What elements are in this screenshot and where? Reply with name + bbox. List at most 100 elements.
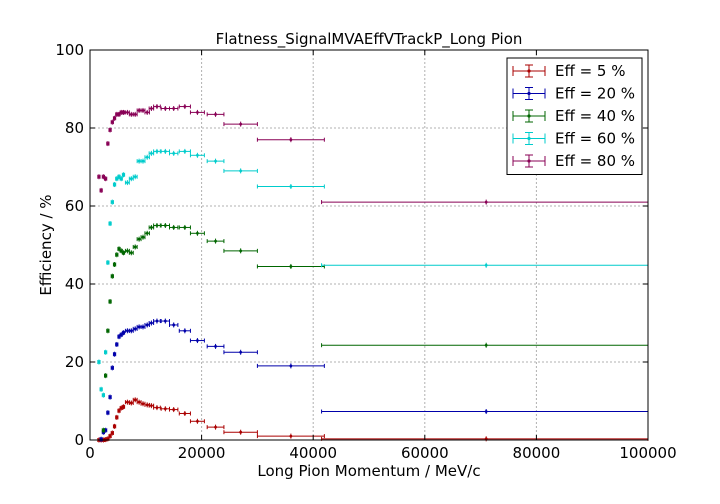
marker: [149, 404, 153, 408]
marker: [108, 434, 112, 438]
marker: [133, 245, 137, 249]
data-point: [136, 107, 142, 113]
marker: [99, 189, 103, 192]
marker: [149, 107, 153, 110]
data-point: [153, 318, 161, 324]
marker: [172, 226, 176, 229]
data-point: [169, 150, 179, 156]
data-point: [121, 250, 126, 256]
marker: [149, 321, 153, 325]
marker: [196, 153, 199, 157]
data-point: [128, 328, 134, 334]
legend-label: Eff = 20 %: [555, 85, 635, 103]
marker: [484, 343, 488, 347]
data-point: [106, 260, 110, 266]
data-point: [223, 349, 258, 355]
data-point: [108, 127, 112, 133]
marker: [101, 393, 105, 397]
data-point: [206, 111, 225, 117]
axis-ticks: 0 20000 40000 60000 80000 100000 0 20 40 60 80 100: [55, 41, 676, 462]
data-point: [321, 342, 649, 348]
marker: [289, 364, 293, 368]
marker: [110, 120, 114, 124]
marker: [104, 177, 108, 181]
x-axis-title: Long Pion Momentum / MeV/c: [257, 462, 480, 480]
data-point: [206, 158, 225, 164]
marker: [239, 122, 243, 126]
marker: [196, 111, 199, 114]
data-point: [119, 176, 123, 182]
marker: [239, 430, 243, 434]
marker: [122, 173, 125, 177]
marker: [113, 183, 116, 186]
legend: Eff = 5 % Eff = 20 % Eff = 40 % Eff = 60 % E…: [506, 57, 643, 175]
marker: [110, 431, 114, 435]
marker: [129, 112, 133, 116]
data-series: [97, 104, 649, 443]
marker: [145, 231, 149, 235]
marker: [141, 402, 145, 406]
data-point: [124, 180, 130, 186]
marker: [129, 401, 133, 405]
marker: [129, 251, 133, 255]
marker: [214, 345, 217, 348]
data-point: [115, 414, 119, 420]
marker: [137, 159, 141, 163]
marker: [289, 434, 293, 438]
x-tick-label: 60000: [401, 444, 449, 462]
legend-label: Eff = 40 %: [555, 107, 635, 125]
marker: [155, 105, 159, 108]
data-point: [206, 424, 225, 430]
marker: [108, 395, 112, 399]
data-point: [140, 324, 146, 330]
marker: [97, 175, 101, 179]
data-point: [97, 174, 101, 180]
marker: [115, 343, 119, 346]
data-point: [112, 262, 117, 267]
marker: [145, 323, 149, 327]
legend-label: Eff = 5 %: [555, 62, 625, 80]
marker: [129, 329, 133, 333]
legend-marker: [527, 91, 531, 96]
y-axis-title: Efficiency / %: [37, 194, 55, 295]
data-point: [148, 320, 155, 326]
marker: [110, 200, 114, 204]
series-2: [99, 318, 649, 442]
data-point: [108, 221, 112, 227]
marker: [183, 105, 187, 108]
x-tick-label: 80000: [513, 444, 561, 462]
marker: [106, 411, 110, 415]
marker: [196, 419, 199, 423]
data-point: [124, 399, 130, 405]
data-point: [189, 230, 205, 236]
marker: [484, 410, 488, 413]
data-point: [321, 409, 649, 415]
marker: [183, 329, 187, 333]
data-point: [140, 107, 146, 113]
data-point: [104, 176, 108, 182]
data-point: [256, 363, 325, 369]
marker: [106, 142, 110, 146]
legend-entry: Eff = 60 %: [512, 130, 635, 148]
marker: [163, 407, 167, 411]
x-tick-label: 20000: [178, 444, 226, 462]
marker: [122, 251, 125, 255]
y-tick-label: 0: [74, 431, 84, 449]
marker: [163, 224, 167, 227]
marker: [289, 185, 293, 188]
data-point: [110, 199, 114, 205]
marker: [145, 155, 149, 159]
marker: [163, 150, 167, 153]
data-point: [115, 252, 119, 258]
marker: [155, 224, 159, 227]
data-point: [136, 158, 142, 164]
marker: [113, 263, 116, 266]
chart-title: Flatness_SignalMVAEffVTrackP_Long Pion: [216, 30, 523, 49]
data-point: [160, 106, 171, 111]
marker: [133, 175, 137, 179]
series-1: [97, 397, 649, 443]
data-point: [136, 324, 142, 330]
data-point: [132, 244, 138, 250]
series-4: [97, 148, 649, 398]
legend-entry: Eff = 80 %: [512, 152, 635, 170]
